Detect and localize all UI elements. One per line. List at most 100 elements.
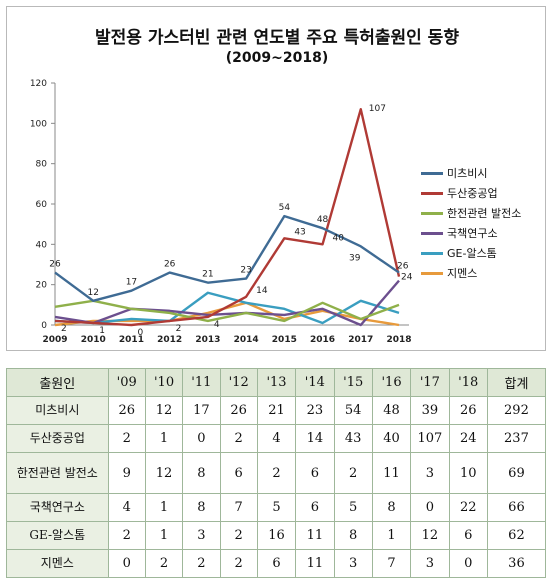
y-tick-label: 0	[41, 321, 47, 331]
series-line-4	[54, 279, 400, 327]
chart-subtitle: (2009~2018)	[225, 50, 329, 66]
data-label: 4	[214, 320, 220, 330]
table-row: 국책연구소 4 1 8 7 5 6 5 8 0 22 66	[6, 493, 547, 522]
header-cell: '12	[219, 368, 258, 397]
applicant-table: 출원인 '09 '10 '11 '12 '13 '14 '15 '16 '17 …	[6, 368, 547, 578]
table-row: GE-알스톰 2 1 3 2 16 11 8 1 12 6 62	[6, 521, 547, 550]
value-cell: 0	[410, 493, 450, 522]
chart-title: 발전용 가스터빈 관련 연도별 주요 특허출원인 동향	[95, 28, 459, 48]
data-table-panel: 출원인 '09 '10 '11 '12 '13 '14 '15 '16 '17 …	[6, 368, 547, 578]
header-cell: '09	[107, 368, 146, 397]
total-cell: 69	[486, 452, 547, 494]
x-tick-label: 2014	[234, 335, 259, 345]
table-row: 두산중공업 2 1 0 2 4 14 43 40 107 24 237	[6, 424, 547, 453]
y-tick-label: 40	[36, 240, 48, 250]
value-cell: 54	[333, 396, 373, 425]
value-cell: 17	[182, 396, 221, 425]
series-line-2	[54, 108, 401, 327]
value-cell: 8	[182, 452, 221, 494]
value-cell: 4	[107, 493, 146, 522]
legend-item: GE-알스톰	[421, 243, 545, 263]
value-cell: 11	[371, 452, 412, 494]
table-row: 한전관련 발전소 9 12 8 6 2 6 2 11 3 10 69	[6, 452, 547, 494]
data-label: 54	[279, 203, 291, 213]
total-cell: 292	[486, 396, 547, 425]
value-cell: 12	[144, 452, 184, 494]
x-tick-label: 2017	[348, 335, 373, 345]
value-cell: 6	[219, 452, 258, 494]
value-cell: 7	[371, 549, 412, 578]
value-cell: 3	[410, 549, 450, 578]
header-cell: '10	[144, 368, 184, 397]
legend-swatch	[421, 211, 443, 215]
value-cell: 3	[333, 549, 373, 578]
legend-label: GE-알스톰	[447, 247, 497, 260]
total-cell: 62	[486, 521, 547, 550]
value-cell: 40	[371, 424, 412, 453]
total-cell: 237	[486, 424, 547, 453]
applicant-name-cell: 미츠비시	[6, 396, 109, 425]
value-cell: 2	[219, 549, 258, 578]
y-tick-label: 60	[36, 200, 48, 210]
value-cell: 6	[448, 521, 488, 550]
legend-swatch	[421, 231, 443, 235]
value-cell: 26	[219, 396, 258, 425]
y-tick-label: 20	[36, 281, 48, 291]
value-cell: 8	[333, 521, 373, 550]
series-line-1	[54, 214, 400, 302]
value-cell: 43	[333, 424, 373, 453]
legend-item: 국책연구소	[421, 223, 545, 243]
header-cell: 합계	[486, 368, 547, 397]
applicant-name-cell: 지멘스	[6, 549, 109, 578]
value-cell: 0	[182, 424, 221, 453]
data-label: 2	[61, 324, 67, 334]
value-cell: 26	[448, 396, 488, 425]
data-label: 0	[137, 328, 143, 338]
legend-swatch	[421, 191, 443, 195]
value-cell: 2	[333, 452, 373, 494]
value-cell: 8	[182, 493, 221, 522]
data-label: 14	[256, 286, 268, 296]
header-cell: '16	[371, 368, 412, 397]
value-cell: 2	[219, 424, 258, 453]
value-cell: 5	[256, 493, 297, 522]
value-cell: 24	[448, 424, 488, 453]
value-cell: 48	[371, 396, 412, 425]
value-cell: 2	[219, 521, 258, 550]
data-label: 24	[401, 273, 413, 283]
x-tick-label: 2018	[386, 335, 411, 345]
legend-swatch	[421, 271, 443, 275]
x-tick-label: 2013	[195, 335, 220, 345]
value-cell: 2	[182, 549, 221, 578]
header-cell: '11	[182, 368, 221, 397]
series-line-3	[54, 299, 400, 323]
table-header-row: 출원인 '09 '10 '11 '12 '13 '14 '15 '16 '17 …	[6, 368, 547, 397]
value-cell: 14	[295, 424, 335, 453]
value-cell: 9	[107, 452, 146, 494]
data-label: 1	[99, 326, 105, 336]
value-cell: 2	[107, 521, 146, 550]
value-cell: 1	[371, 521, 412, 550]
data-label: 26	[49, 260, 61, 270]
value-cell: 12	[410, 521, 450, 550]
legend-swatch	[421, 251, 443, 255]
value-cell: 21	[256, 396, 297, 425]
value-cell: 1	[144, 493, 184, 522]
value-cell: 5	[333, 493, 373, 522]
data-label: 23	[240, 266, 251, 276]
value-cell: 107	[410, 424, 450, 453]
y-tick-label: 120	[30, 79, 47, 89]
value-cell: 2	[107, 424, 146, 453]
legend-item: 지멘스	[421, 263, 545, 283]
data-label: 21	[202, 270, 213, 280]
value-cell: 16	[256, 521, 297, 550]
value-cell: 3	[410, 452, 450, 494]
header-cell: '15	[333, 368, 373, 397]
value-cell: 2	[144, 549, 184, 578]
value-cell: 26	[107, 396, 146, 425]
legend-label: 한전관련 발전소	[447, 207, 522, 220]
header-cell: '17	[410, 368, 450, 397]
value-cell: 7	[219, 493, 258, 522]
value-cell: 39	[410, 396, 450, 425]
